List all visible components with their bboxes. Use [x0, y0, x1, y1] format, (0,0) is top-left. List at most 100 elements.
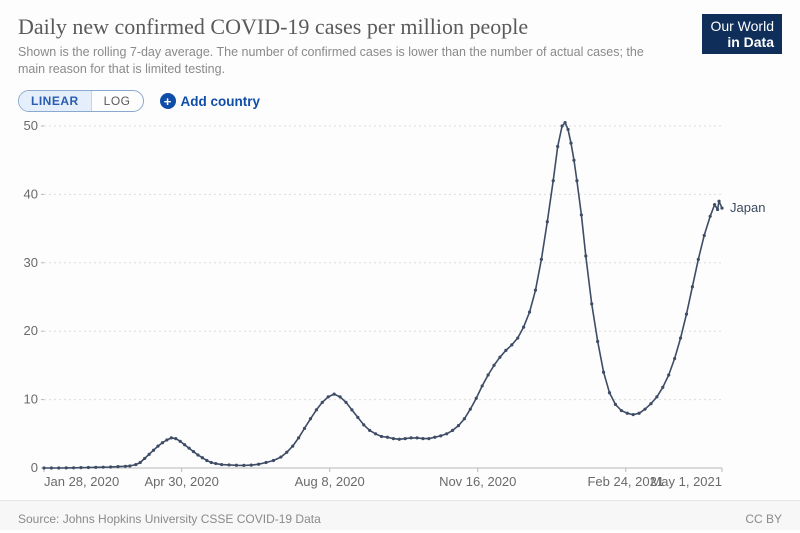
- logo-line1: Our World: [710, 18, 774, 34]
- series-marker: [148, 453, 151, 456]
- x-tick-label: Apr 30, 2020: [144, 474, 218, 489]
- series-marker: [220, 463, 223, 466]
- series-marker: [87, 466, 90, 469]
- x-tick-label: Nov 16, 2020: [439, 474, 516, 489]
- series-marker: [143, 457, 146, 460]
- series-marker: [713, 203, 716, 206]
- series-marker: [264, 461, 267, 464]
- line-chart: 01020304050Jan 28, 2020Apr 30, 2020Aug 8…: [18, 118, 782, 498]
- series-marker: [303, 427, 306, 430]
- series-marker: [338, 395, 341, 398]
- y-tick-label: 20: [24, 323, 38, 338]
- series-marker: [392, 437, 395, 440]
- series-marker: [134, 463, 137, 466]
- series-marker: [333, 393, 336, 396]
- series-marker: [374, 432, 377, 435]
- scale-toggle[interactable]: LINEAR LOG: [18, 90, 144, 112]
- series-marker: [109, 466, 112, 469]
- series-marker: [170, 436, 173, 439]
- series-marker: [415, 436, 418, 439]
- series-marker: [309, 417, 312, 420]
- series-marker: [614, 403, 617, 406]
- series-marker: [540, 258, 543, 261]
- series-marker: [227, 463, 230, 466]
- series-marker: [691, 285, 694, 288]
- series-marker: [356, 416, 359, 419]
- series-marker: [272, 459, 275, 462]
- chart-title: Daily new confirmed COVID-19 cases per m…: [18, 14, 782, 40]
- series-marker: [546, 220, 549, 223]
- series-marker: [661, 386, 664, 389]
- x-tick-label: Jan 28, 2020: [44, 474, 119, 489]
- series-marker: [257, 463, 260, 466]
- series-marker: [439, 434, 442, 437]
- series-marker: [410, 436, 413, 439]
- series-marker: [709, 215, 712, 218]
- series-marker: [279, 456, 282, 459]
- series-marker: [235, 464, 238, 467]
- series-marker: [94, 466, 97, 469]
- series-marker: [566, 128, 569, 131]
- scale-option-log[interactable]: LOG: [92, 91, 143, 111]
- series-label: Japan: [730, 200, 765, 215]
- series-marker: [65, 466, 68, 469]
- series-marker: [643, 408, 646, 411]
- series-marker: [575, 179, 578, 182]
- series-marker: [498, 356, 501, 359]
- series-marker: [210, 461, 213, 464]
- series-marker: [161, 441, 164, 444]
- series-marker: [451, 429, 454, 432]
- series-marker: [655, 395, 658, 398]
- series-marker: [504, 349, 507, 352]
- series-marker: [602, 371, 605, 374]
- series-marker: [165, 438, 168, 441]
- series-marker: [561, 125, 564, 128]
- series-marker: [626, 412, 629, 415]
- series-marker: [492, 364, 495, 367]
- series-marker: [528, 311, 531, 314]
- series-marker: [192, 450, 195, 453]
- series-marker: [196, 454, 199, 457]
- series-marker: [404, 437, 407, 440]
- series-marker: [156, 445, 159, 448]
- series-marker: [427, 437, 430, 440]
- series-marker: [584, 255, 587, 258]
- add-country-button[interactable]: + Add country: [160, 93, 261, 109]
- chart-area[interactable]: 01020304050Jan 28, 2020Apr 30, 2020Aug 8…: [18, 118, 782, 498]
- series-marker: [534, 289, 537, 292]
- license-text: CC BY: [745, 512, 782, 526]
- series-marker: [350, 408, 353, 411]
- series-marker: [116, 465, 119, 468]
- series-marker: [174, 437, 177, 440]
- series-marker: [179, 440, 182, 443]
- scale-option-linear[interactable]: LINEAR: [19, 91, 92, 111]
- plus-icon: +: [160, 93, 176, 109]
- x-tick-label: Aug 8, 2020: [295, 474, 365, 489]
- series-marker: [620, 409, 623, 412]
- series-marker: [321, 401, 324, 404]
- series-marker: [457, 424, 460, 427]
- series-marker: [481, 384, 484, 387]
- series-marker: [297, 436, 300, 439]
- series-marker: [250, 464, 253, 467]
- series-marker: [128, 464, 131, 467]
- series-marker: [673, 357, 676, 360]
- y-tick-label: 40: [24, 187, 38, 202]
- series-marker: [552, 179, 555, 182]
- series-marker: [720, 207, 723, 210]
- series-marker: [50, 467, 53, 470]
- series-marker: [139, 461, 142, 464]
- series-marker: [201, 456, 204, 459]
- series-marker: [556, 145, 559, 148]
- series-marker: [679, 337, 682, 340]
- series-marker: [421, 437, 424, 440]
- source-text: Source: Johns Hopkins University CSSE CO…: [18, 512, 321, 526]
- series-marker: [362, 423, 365, 426]
- series-marker: [183, 443, 186, 446]
- series-marker: [291, 445, 294, 448]
- series-marker: [72, 466, 75, 469]
- chart-subtitle: Shown is the rolling 7-day average. The …: [18, 44, 658, 78]
- series-marker: [697, 258, 700, 261]
- series-marker: [214, 462, 217, 465]
- series-marker: [717, 200, 720, 203]
